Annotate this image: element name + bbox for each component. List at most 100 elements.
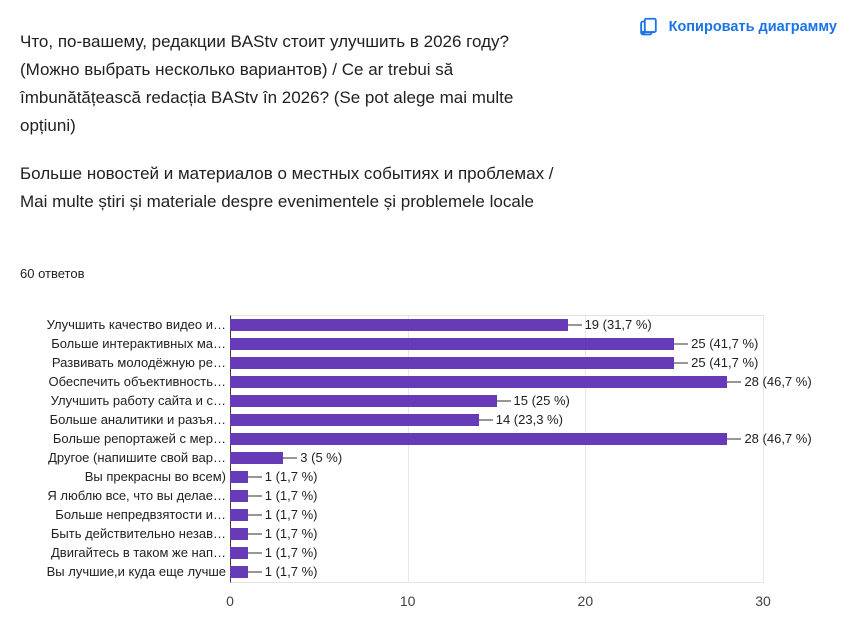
category-label: Вы лучшие,и куда еще лучше [46, 564, 226, 579]
value-connector [727, 437, 742, 440]
responses-count: 60 ответов [20, 266, 85, 281]
category-label: Вы прекрасны во всем) [84, 469, 226, 484]
bar[interactable] [230, 470, 248, 483]
category-label: Я люблю все, что вы делае… [47, 488, 226, 503]
bar[interactable] [230, 375, 728, 388]
chart-row: Улучшить качество видео и… 19 (31,7 %) [20, 315, 831, 334]
chart-row: Больше аналитики и разъя… 14 (23,3 %) [20, 410, 831, 429]
bar[interactable] [230, 451, 284, 464]
value-connector [567, 323, 582, 326]
copy-chart-button[interactable]: Копировать диаграмму [637, 16, 837, 38]
x-tick-label: 20 [577, 593, 594, 609]
value-connector [247, 551, 262, 554]
bar[interactable] [230, 508, 248, 521]
category-label: Обеспечить объективность… [48, 374, 226, 389]
bar[interactable] [230, 394, 497, 407]
value-label: 19 (31,7 %) [584, 317, 652, 332]
bar[interactable] [230, 527, 248, 540]
bar[interactable] [230, 318, 568, 331]
chart-row: Улучшить работу сайта и с… 15 (25 %) [20, 391, 831, 410]
value-label: 28 (46,7 %) [744, 374, 812, 389]
chart-row: Развивать молодёжную ре… 25 (41,7 %) [20, 353, 831, 372]
value-label: 1 (1,7 %) [264, 526, 318, 541]
question-title: Что, по-вашему, редакции BAStv стоит улу… [20, 32, 514, 135]
bar-track: 3 (5 %) [230, 448, 831, 467]
bar-track: 1 (1,7 %) [230, 524, 831, 543]
bar-track: 1 (1,7 %) [230, 486, 831, 505]
value-label: 14 (23,3 %) [495, 412, 563, 427]
bar-chart: Улучшить качество видео и… 19 (31,7 %) Бол… [20, 315, 831, 615]
value-connector [674, 342, 689, 345]
category-label: Улучшить качество видео и… [46, 317, 226, 332]
bar-track: 14 (23,3 %) [230, 410, 831, 429]
bar-track: 15 (25 %) [230, 391, 831, 410]
bar[interactable] [230, 432, 728, 445]
value-connector [478, 418, 493, 421]
category-label: Улучшить работу сайта и с… [50, 393, 226, 408]
plot-area [230, 315, 764, 583]
bar-track: 25 (41,7 %) [230, 334, 831, 353]
x-tick-label: 30 [755, 593, 771, 609]
value-label: 3 (5 %) [300, 450, 343, 465]
chart-row: Другое (напишите свой вар… 3 (5 %) [20, 448, 831, 467]
value-connector [727, 380, 742, 383]
chart-rows: Улучшить качество видео и… 19 (31,7 %) Бол… [20, 315, 831, 581]
category-label: Больше интерактивных ма… [51, 336, 226, 351]
gridline [763, 316, 764, 582]
category-label: Больше аналитики и разъя… [49, 412, 226, 427]
chart-row: Больше репортажей с мер… 28 (46,7 %) [20, 429, 831, 448]
category-label: Двигайтесь в таком же нап… [51, 545, 226, 560]
bar[interactable] [230, 546, 248, 559]
category-label: Развивать молодёжную ре… [51, 355, 226, 370]
x-tick-label: 10 [399, 593, 416, 609]
chart-row: Больше интерактивных ма… 25 (41,7 %) [20, 334, 831, 353]
value-label: 15 (25 %) [513, 393, 570, 408]
value-connector [496, 399, 511, 402]
question-option-subtitle: Больше новостей и материалов о местных с… [20, 164, 554, 211]
value-connector [247, 532, 262, 535]
bar-track: 1 (1,7 %) [230, 505, 831, 524]
x-tick-label: 0 [226, 593, 234, 609]
value-connector [247, 475, 262, 478]
chart-row: Быть действительно незав… 1 (1,7 %) [20, 524, 831, 543]
value-label: 1 (1,7 %) [264, 507, 318, 522]
value-label: 25 (41,7 %) [691, 355, 759, 370]
gridline [585, 316, 587, 582]
bar-track: 28 (46,7 %) [230, 429, 831, 448]
category-label: Быть действительно незав… [50, 526, 226, 541]
category-label: Больше непредвзятости и… [55, 507, 226, 522]
bar[interactable] [230, 413, 479, 426]
value-connector [247, 570, 262, 573]
bar-track: 25 (41,7 %) [230, 353, 831, 372]
gridline [407, 316, 409, 582]
category-label: Другое (напишите свой вар… [48, 450, 226, 465]
value-connector [283, 456, 298, 459]
chart-row: Вы прекрасны во всем) 1 (1,7 %) [20, 467, 831, 486]
value-connector [674, 361, 689, 364]
value-connector [247, 513, 262, 516]
chart-row: Больше непредвзятости и… 1 (1,7 %) [20, 505, 831, 524]
chart-row: Вы лучшие,и куда еще лучше 1 (1,7 %) [20, 562, 831, 581]
bar-track: 28 (46,7 %) [230, 372, 831, 391]
chart-row: Я люблю все, что вы делае… 1 (1,7 %) [20, 486, 831, 505]
copy-icon [637, 16, 659, 38]
copy-chart-label: Копировать диаграмму [668, 19, 837, 35]
chart-row: Обеспечить объективность… 28 (46,7 %) [20, 372, 831, 391]
bar-track: 1 (1,7 %) [230, 562, 831, 581]
value-label: 25 (41,7 %) [691, 336, 759, 351]
bar-track: 1 (1,7 %) [230, 543, 831, 562]
bar-track: 19 (31,7 %) [230, 315, 831, 334]
bar[interactable] [230, 356, 675, 369]
value-label: 1 (1,7 %) [264, 488, 318, 503]
chart-row: Двигайтесь в таком же нап… 1 (1,7 %) [20, 543, 831, 562]
bar-track: 1 (1,7 %) [230, 467, 831, 486]
category-label: Больше репортажей с мер… [52, 431, 226, 446]
bar[interactable] [230, 337, 675, 350]
value-label: 1 (1,7 %) [264, 564, 318, 579]
bar[interactable] [230, 489, 248, 502]
value-label: 1 (1,7 %) [264, 469, 318, 484]
x-axis: 0 10 20 30 [226, 587, 771, 609]
value-label: 1 (1,7 %) [264, 545, 318, 560]
bar[interactable] [230, 565, 248, 578]
